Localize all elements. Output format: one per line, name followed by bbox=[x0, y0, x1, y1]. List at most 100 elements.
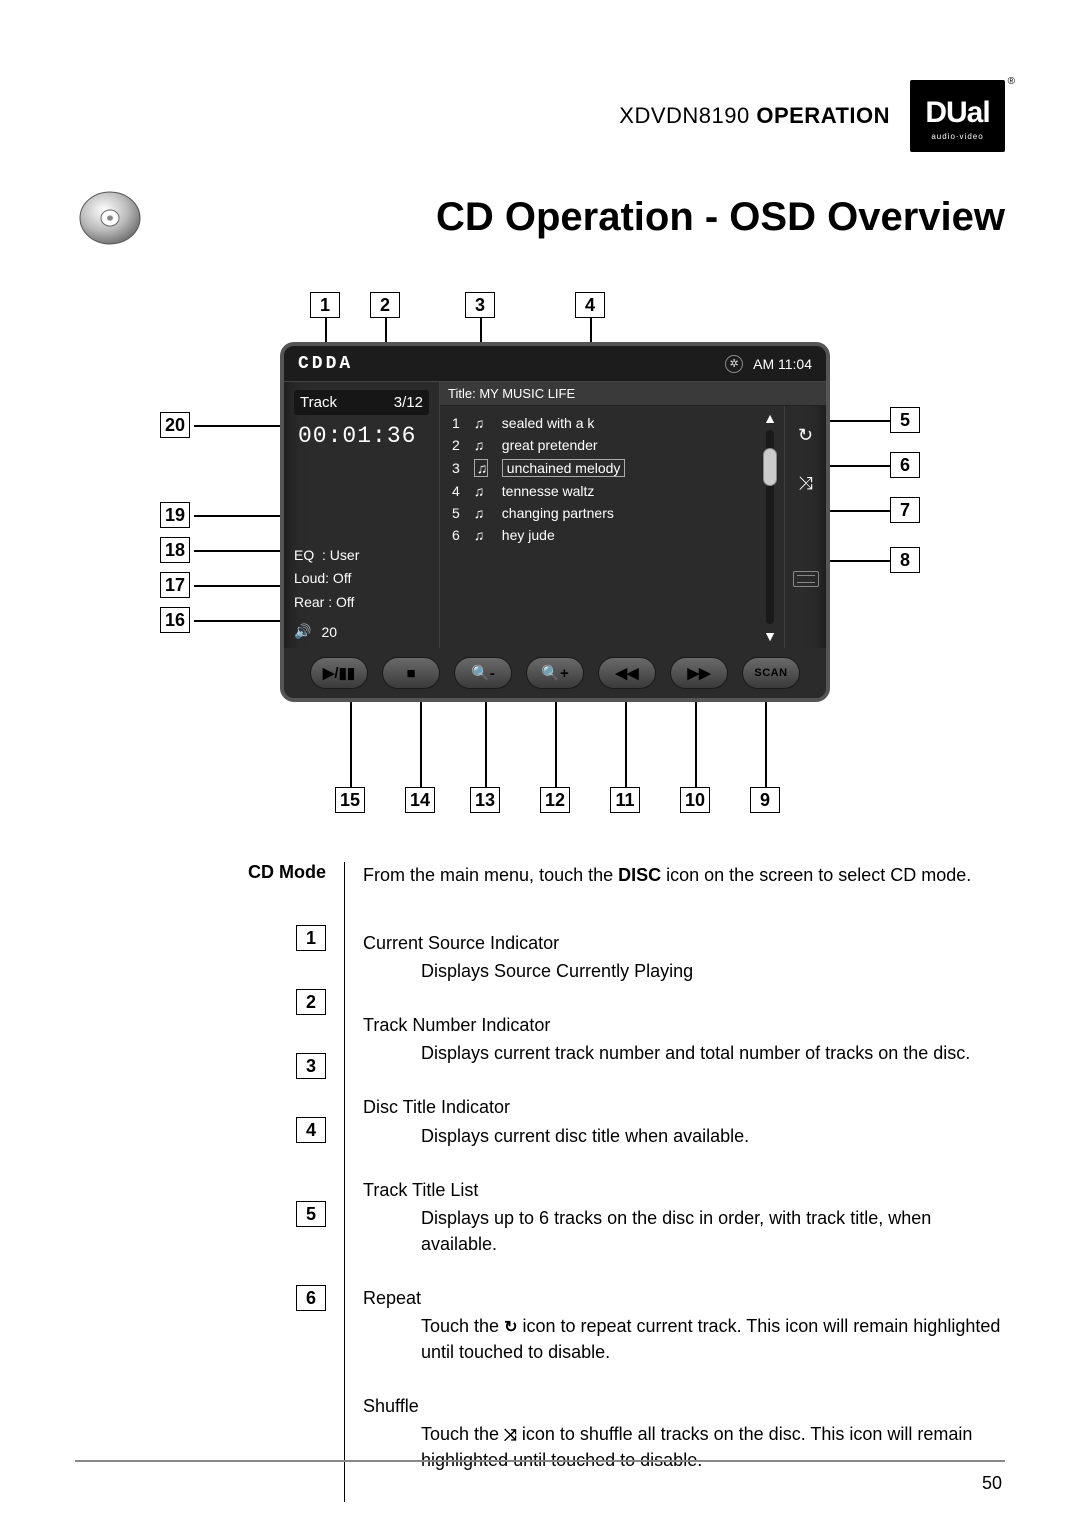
description-item: Track Title List Displays up to 6 tracks… bbox=[363, 1177, 1005, 1257]
leader-line bbox=[625, 697, 627, 787]
next-track-button[interactable]: ▶▶ bbox=[670, 657, 728, 689]
callout-box: 11 bbox=[610, 787, 640, 813]
callout-box: 5 bbox=[890, 407, 920, 433]
callout-box: 9 bbox=[750, 787, 780, 813]
source-indicator: CDDA bbox=[298, 354, 353, 374]
track-indicator: Track 3/12 bbox=[294, 390, 429, 415]
screen-body: Track 3/12 00:01:36 EQ : User Loud: Off … bbox=[284, 382, 826, 648]
screen-top-bar: CDDA ✲ AM 11:04 bbox=[284, 346, 826, 382]
osd-diagram: 1 2 3 4 20 19 18 17 16 5 6 7 8 15 14 bbox=[160, 292, 920, 822]
track-row[interactable]: 5 ♫ changing partners bbox=[448, 502, 748, 524]
callout-box: 4 bbox=[296, 1117, 326, 1143]
callout-box: 1 bbox=[310, 292, 340, 318]
leader-line bbox=[828, 465, 890, 467]
brand-logo: ® DUal audio·video bbox=[910, 80, 1005, 152]
description-body: Touch the ⤨ icon to shuffle all tracks o… bbox=[363, 1421, 1005, 1473]
page-header: XDVDN8190 OPERATION ® DUal audio·video bbox=[75, 80, 1005, 152]
music-note-icon: ♫ bbox=[474, 459, 488, 477]
music-note-icon: ♫ bbox=[474, 505, 488, 521]
operation-label: OPERATION bbox=[756, 103, 890, 128]
leader-line bbox=[194, 585, 284, 587]
leader-line bbox=[194, 515, 284, 517]
description-title: Repeat bbox=[363, 1285, 1005, 1311]
leader-line bbox=[194, 620, 284, 622]
leader-line bbox=[695, 697, 697, 787]
callout-box: 17 bbox=[160, 572, 190, 598]
track-row[interactable]: 3 ♫ unchained melody bbox=[448, 456, 748, 480]
callout-box: 8 bbox=[890, 547, 920, 573]
callout-box: 18 bbox=[160, 537, 190, 563]
track-row[interactable]: 4 ♫ tennesse waltz bbox=[448, 480, 748, 502]
footer-divider bbox=[75, 1460, 1005, 1462]
side-icon-column: ↻ ⤨ bbox=[784, 406, 826, 648]
music-note-icon: ♫ bbox=[474, 527, 488, 543]
cd-mode-label: CD Mode bbox=[248, 862, 326, 883]
description-body: Touch the ↻ icon to repeat current track… bbox=[363, 1313, 1005, 1365]
right-track-panel: Title: MY MUSIC LIFE 1 ♫ sealed with a k… bbox=[439, 382, 826, 648]
callout-box: 6 bbox=[890, 452, 920, 478]
leader-line bbox=[350, 697, 352, 787]
disc-title-bar: Title: MY MUSIC LIFE bbox=[440, 382, 826, 406]
callout-box: 7 bbox=[890, 497, 920, 523]
description-title: Current Source Indicator bbox=[363, 930, 693, 956]
scroll-track[interactable] bbox=[766, 430, 774, 624]
control-bar: ▶/▮▮ ■ 🔍- 🔍+ ◀◀ ▶▶ SCAN bbox=[284, 648, 826, 698]
callout-box: 16 bbox=[160, 607, 190, 633]
model-number: XDVDN8190 bbox=[619, 103, 749, 128]
zoom-in-button[interactable]: 🔍+ bbox=[526, 657, 584, 689]
callout-box: 14 bbox=[405, 787, 435, 813]
description-body: Displays current disc title when availab… bbox=[363, 1123, 749, 1149]
leader-line bbox=[194, 425, 284, 427]
music-note-icon: ♫ bbox=[474, 483, 488, 499]
callout-box: 13 bbox=[470, 787, 500, 813]
description-body: Displays current track number and total … bbox=[363, 1040, 970, 1066]
callout-box: 12 bbox=[540, 787, 570, 813]
callout-box: 6 bbox=[296, 1285, 326, 1311]
track-list: 1 ♫ sealed with a k 2 ♫ great pretender … bbox=[440, 406, 756, 648]
scan-button[interactable]: SCAN bbox=[742, 657, 800, 689]
shuffle-icon[interactable]: ⤨ bbox=[791, 468, 821, 498]
leader-line bbox=[485, 697, 487, 787]
prev-track-button[interactable]: ◀◀ bbox=[598, 657, 656, 689]
keyboard-icon[interactable] bbox=[791, 564, 821, 594]
shuffle-inline-icon: ⤨ bbox=[504, 1424, 517, 1447]
repeat-icon[interactable]: ↻ bbox=[791, 420, 821, 450]
scroll-thumb[interactable] bbox=[763, 448, 777, 486]
callout-box: 3 bbox=[465, 292, 495, 318]
scrollbar[interactable]: ▲ ▼ bbox=[756, 406, 784, 648]
track-row[interactable]: 1 ♫ sealed with a k bbox=[448, 412, 748, 434]
track-row[interactable]: 6 ♫ hey jude bbox=[448, 524, 748, 546]
clock-text: AM 11:04 bbox=[753, 356, 812, 372]
stop-button[interactable]: ■ bbox=[382, 657, 440, 689]
description-item: Repeat Touch the ↻ icon to repeat curren… bbox=[363, 1285, 1005, 1365]
description-text-column: From the main menu, touch the DISC icon … bbox=[345, 862, 1005, 1502]
callout-box: 20 bbox=[160, 412, 190, 438]
description-title: Shuffle bbox=[363, 1393, 1005, 1419]
scroll-down-icon[interactable]: ▼ bbox=[763, 628, 777, 644]
leader-line bbox=[828, 420, 890, 422]
track-row[interactable]: 2 ♫ great pretender bbox=[448, 434, 748, 456]
callout-box: 1 bbox=[296, 925, 326, 951]
callout-box: 2 bbox=[296, 989, 326, 1015]
leader-line bbox=[828, 510, 890, 512]
callout-box: 19 bbox=[160, 502, 190, 528]
speaker-icon: 🔊 bbox=[294, 623, 311, 640]
cd-disc-icon bbox=[75, 182, 145, 252]
callout-box: 5 bbox=[296, 1201, 326, 1227]
volume-row: 🔊 20 bbox=[294, 623, 429, 640]
music-note-icon: ♫ bbox=[474, 437, 488, 453]
model-operation: XDVDN8190 OPERATION bbox=[619, 103, 890, 129]
repeat-inline-icon: ↻ bbox=[504, 1316, 517, 1339]
logo-subtitle: audio·video bbox=[931, 132, 983, 141]
description-item: Disc Title Indicator Displays current di… bbox=[363, 1094, 1005, 1148]
description-labels-column: CD Mode 1 2 3 4 5 6 bbox=[75, 862, 345, 1502]
zoom-out-button[interactable]: 🔍- bbox=[454, 657, 512, 689]
play-pause-button[interactable]: ▶/▮▮ bbox=[310, 657, 368, 689]
description-title: Track Title List bbox=[363, 1177, 1005, 1203]
section-heading-row: CD Operation - OSD Overview bbox=[75, 182, 1005, 252]
cd-mode-text: From the main menu, touch the DISC icon … bbox=[363, 862, 1005, 888]
scroll-up-icon[interactable]: ▲ bbox=[763, 410, 777, 426]
osd-screen: CDDA ✲ AM 11:04 Track 3/12 00:01:36 EQ :… bbox=[280, 342, 830, 702]
clock-area: ✲ AM 11:04 bbox=[725, 355, 812, 373]
page-number: 50 bbox=[982, 1473, 1002, 1494]
